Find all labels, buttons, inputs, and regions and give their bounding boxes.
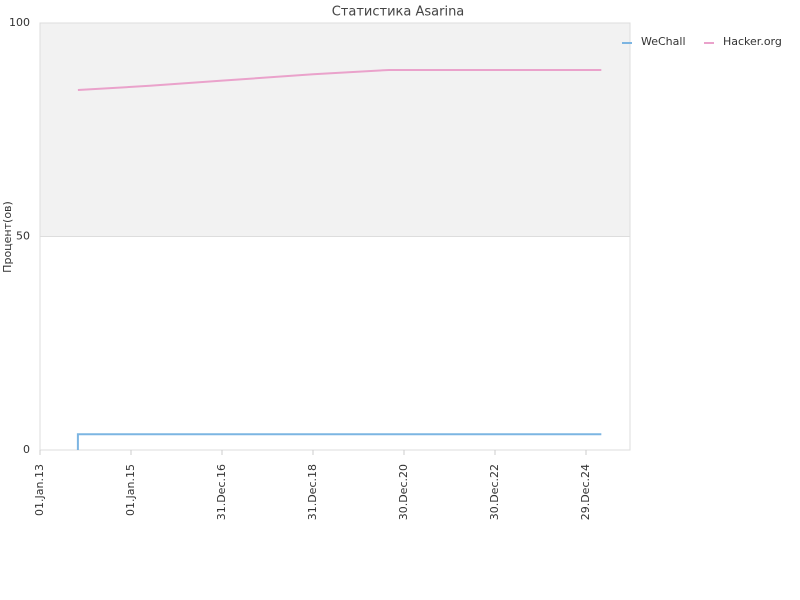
x-tick-label: 29.Dec.24 bbox=[579, 464, 592, 520]
x-tick-label: 30.Dec.22 bbox=[488, 464, 501, 520]
x-tick-label: 01.Jan.15 bbox=[124, 464, 137, 516]
legend-label: WeChall bbox=[641, 35, 686, 48]
y-axis-label: Процент(ов) bbox=[1, 201, 14, 273]
plot-band bbox=[40, 23, 630, 237]
x-tick-label: 30.Dec.20 bbox=[397, 464, 410, 520]
legend-label: Hacker.org bbox=[723, 35, 782, 48]
series-line bbox=[77, 68, 602, 92]
y-tick-label: 0 bbox=[23, 443, 30, 456]
x-tick-label: 31.Dec.18 bbox=[306, 464, 319, 520]
y-tick-label: 100 bbox=[9, 16, 30, 29]
x-tick-label: 01.Jan.13 bbox=[33, 464, 46, 516]
y-tick-label: 50 bbox=[16, 230, 30, 243]
chart-title: Статистика Asarina bbox=[332, 5, 465, 20]
series-line bbox=[76, 433, 602, 450]
x-tick-label: 31.Dec.16 bbox=[215, 464, 228, 520]
